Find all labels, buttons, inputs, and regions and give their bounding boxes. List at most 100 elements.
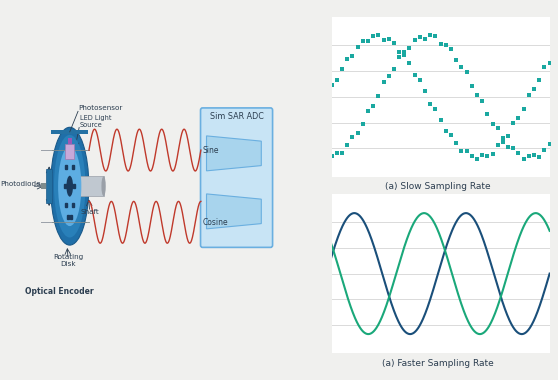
Text: 0.6: 0.6 [314,179,326,187]
Point [415,77,424,83]
Polygon shape [206,136,261,171]
Point [493,125,502,131]
Point [400,49,409,55]
Point [436,41,445,47]
Text: Sine: Sine [203,146,219,155]
Point [545,141,554,147]
Bar [64,184,66,188]
Point [488,121,497,127]
Point [483,152,492,158]
Point [441,42,450,48]
Text: 0.6: 0.6 [309,15,321,24]
Point [446,46,455,52]
Point [348,134,357,140]
Point [535,77,543,83]
Point [525,153,533,159]
Point [389,40,398,46]
Point [535,154,543,160]
Point [514,150,523,156]
Point [379,79,388,86]
Point [436,117,445,123]
Point [322,157,331,163]
Point [327,152,336,158]
Point [446,131,455,138]
Point [525,92,533,98]
Bar [68,138,72,144]
Point [467,153,476,159]
Point [457,148,466,154]
X-axis label: (a) Faster Sampling Rate: (a) Faster Sampling Rate [382,359,494,368]
Point [327,82,336,88]
Point [338,65,347,71]
Bar [46,169,52,203]
Point [421,36,430,42]
Point [514,115,523,121]
Bar [70,153,72,158]
Point [374,93,383,99]
Point [504,144,513,150]
Point [363,108,372,114]
Point [540,64,549,70]
Point [504,133,513,139]
Ellipse shape [66,176,73,197]
Point [441,128,450,134]
Point [473,157,482,163]
Point [462,69,471,75]
Ellipse shape [54,135,85,238]
Point [431,106,440,112]
Point [498,135,507,141]
Point [431,33,440,40]
Point [545,60,554,66]
Point [338,150,347,156]
Point [384,36,393,42]
Point [473,92,482,98]
Text: Cosine: Cosine [203,218,228,227]
Bar [68,215,69,219]
Point [426,101,435,107]
Polygon shape [206,194,261,229]
Point [395,54,403,60]
Ellipse shape [102,176,106,196]
X-axis label: (a) Slow Sampling Rate: (a) Slow Sampling Rate [385,182,491,191]
Point [343,55,352,62]
Bar [65,165,67,169]
Bar [68,153,69,158]
Text: 0.6: 0.6 [314,2,326,11]
Point [405,45,414,51]
Point [348,53,357,59]
Bar [73,184,75,188]
Point [363,38,372,44]
Point [358,120,367,127]
Text: Photodiode: Photodiode [0,181,41,187]
Point [395,49,403,55]
Text: LED Light
Source: LED Light Source [80,115,111,128]
Point [457,63,466,70]
Point [530,152,538,158]
Bar [72,176,104,196]
Point [369,103,378,109]
Point [452,57,461,63]
Point [426,32,435,38]
Point [333,149,341,155]
Point [353,130,362,136]
Text: Sim SAR ADC: Sim SAR ADC [210,112,263,120]
Point [483,111,492,117]
Point [374,32,383,38]
Point [405,60,414,66]
Point [519,156,528,162]
Point [452,140,461,146]
Bar [41,183,46,189]
Point [415,34,424,40]
Point [410,36,419,43]
Bar [72,165,74,169]
Point [488,151,497,157]
Bar [51,130,88,134]
Point [369,33,378,39]
Text: Optical Encoder: Optical Encoder [26,288,94,296]
Point [530,86,538,92]
Point [519,106,528,112]
Point [540,147,549,154]
Point [478,152,487,158]
Point [389,66,398,72]
Point [353,44,362,50]
